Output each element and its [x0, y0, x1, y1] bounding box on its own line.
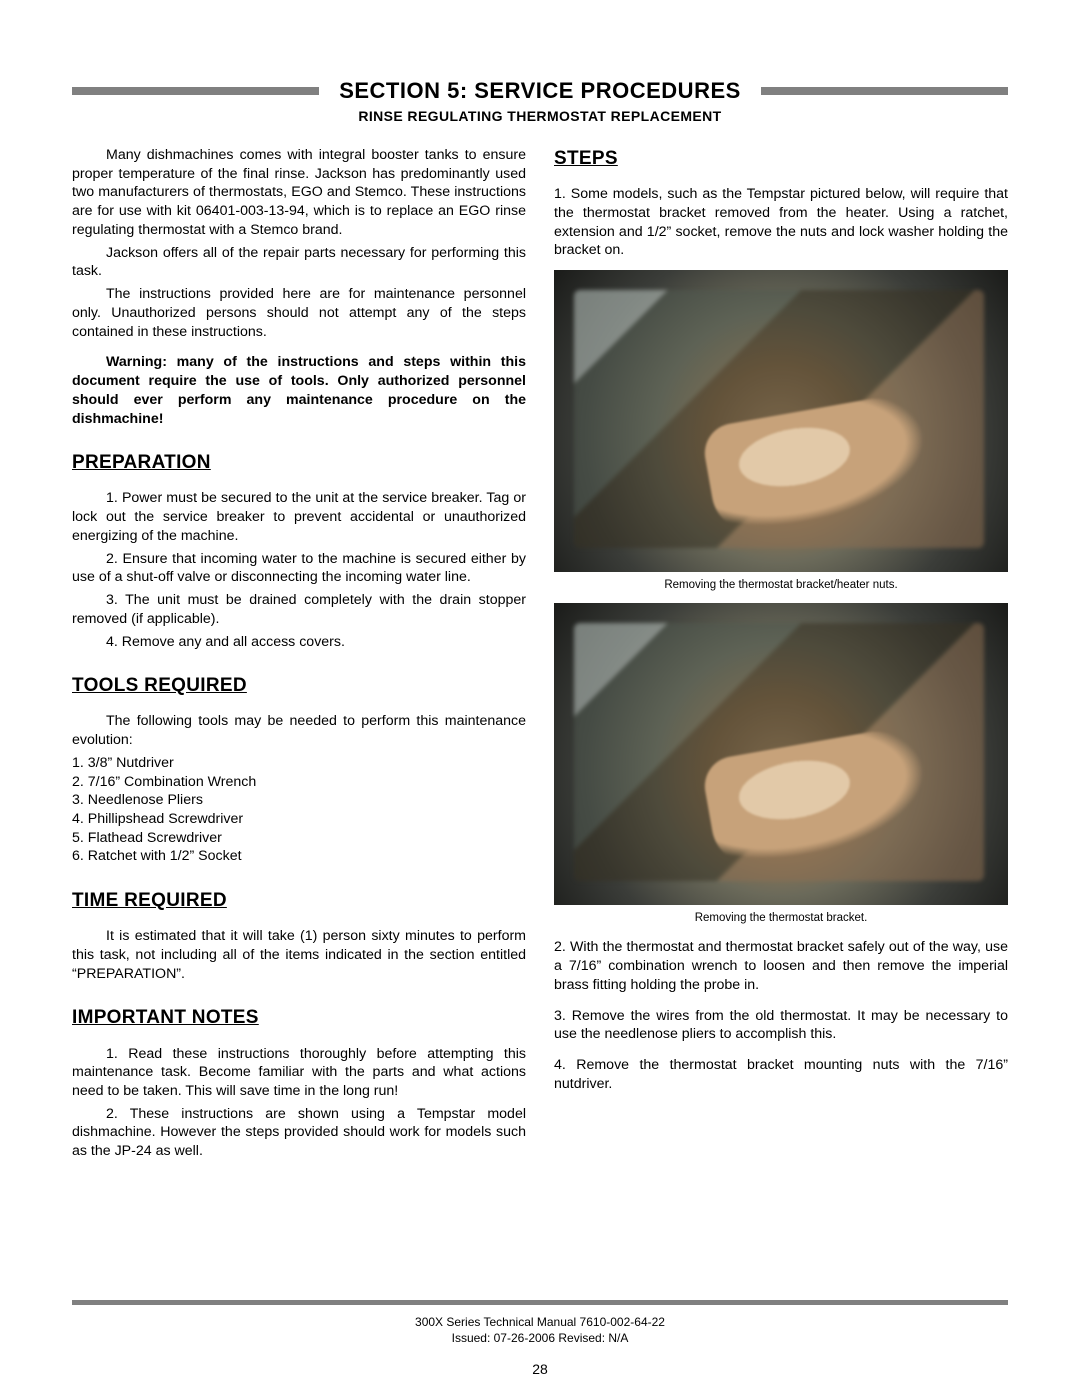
time-heading: TIME REQUIRED [72, 888, 526, 913]
footer-line-2: Issued: 07-26-2006 Revised: N/A [0, 1331, 1080, 1345]
steps-p1: 1. Some models, such as the Tempstar pic… [554, 185, 1008, 260]
tool-item: 5. Flathead Screwdriver [72, 829, 526, 848]
intro-p1: Many dishmachines comes with integral bo… [72, 146, 526, 240]
tools-heading: TOOLS REQUIRED [72, 673, 526, 698]
header-bar-right [761, 87, 1008, 95]
column-left: Many dishmachines comes with integral bo… [72, 146, 526, 1165]
photo-bracket [554, 603, 1008, 905]
tool-item: 4. Phillipshead Screwdriver [72, 810, 526, 829]
tools-list: 1. 3/8” Nutdriver 2. 7/16” Combination W… [72, 754, 526, 866]
notes-p2: 2. These instructions are shown using a … [72, 1105, 526, 1161]
column-right: STEPS 1. Some models, such as the Tempst… [554, 146, 1008, 1165]
page: SECTION 5: SERVICE PROCEDURES RINSE REGU… [0, 0, 1080, 1397]
steps-heading: STEPS [554, 146, 1008, 171]
steps-p4: 4. Remove the thermostat bracket mountin… [554, 1056, 1008, 1093]
intro-p2: Jackson offers all of the repair parts n… [72, 244, 526, 281]
section-subtitle: RINSE REGULATING THERMOSTAT REPLACEMENT [72, 108, 1008, 124]
notes-heading: IMPORTANT NOTES [72, 1005, 526, 1030]
tool-item: 2. 7/16” Combination Wrench [72, 773, 526, 792]
figure-2: Removing the thermostat bracket. [554, 603, 1008, 926]
figure-1: Removing the thermostat bracket/heater n… [554, 270, 1008, 593]
notes-p1: 1. Read these instructions thoroughly be… [72, 1045, 526, 1101]
preparation-heading: PREPARATION [72, 450, 526, 475]
preparation-p4: 4. Remove any and all access covers. [72, 633, 526, 652]
tool-item: 3. Needlenose Pliers [72, 791, 526, 810]
footer-rule [72, 1300, 1008, 1305]
caption-2: Removing the thermostat bracket. [554, 911, 1008, 926]
preparation-p3: 3. The unit must be drained completely w… [72, 591, 526, 628]
preparation-p2: 2. Ensure that incoming water to the mac… [72, 550, 526, 587]
tools-intro: The following tools may be needed to per… [72, 712, 526, 749]
footer-line-1: 300X Series Technical Manual 7610-002-64… [0, 1315, 1080, 1329]
header-bar-left [72, 87, 319, 95]
section-title: SECTION 5: SERVICE PROCEDURES [335, 78, 745, 104]
tool-item: 1. 3/8” Nutdriver [72, 754, 526, 773]
intro-warning: Warning: many of the instructions and st… [72, 353, 526, 428]
caption-1: Removing the thermostat bracket/heater n… [554, 578, 1008, 593]
steps-p3: 3. Remove the wires from the old thermos… [554, 1007, 1008, 1044]
page-number: 28 [0, 1361, 1080, 1377]
columns: Many dishmachines comes with integral bo… [72, 146, 1008, 1165]
preparation-p1: 1. Power must be secured to the unit at … [72, 489, 526, 545]
intro-p3: The instructions provided here are for m… [72, 285, 526, 341]
steps-p2: 2. With the thermostat and thermostat br… [554, 938, 1008, 994]
tool-item: 6. Ratchet with 1/2” Socket [72, 847, 526, 866]
photo-bracket-nuts [554, 270, 1008, 572]
header-row: SECTION 5: SERVICE PROCEDURES [72, 78, 1008, 104]
time-p1: It is estimated that it will take (1) pe… [72, 927, 526, 983]
